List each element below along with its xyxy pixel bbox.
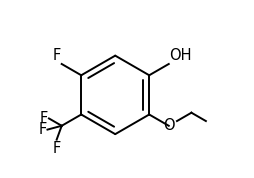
Text: F: F [38,122,46,137]
Text: F: F [53,141,61,156]
Text: OH: OH [169,48,192,63]
Text: O: O [163,118,174,133]
Text: F: F [53,48,61,63]
Text: F: F [40,111,48,126]
